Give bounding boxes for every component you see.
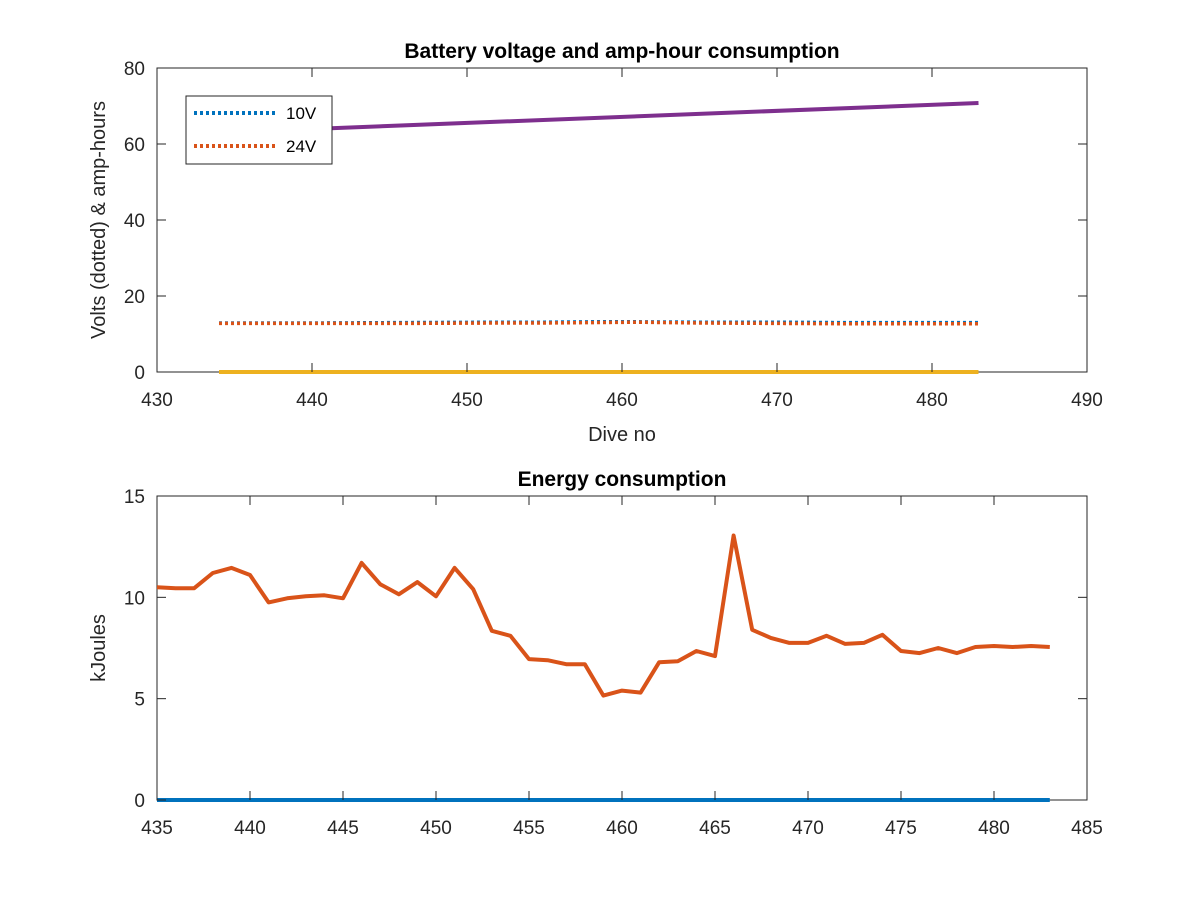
energy-chart-title: Energy consumption: [518, 468, 727, 491]
energy-chart-x-tick-label: 460: [606, 818, 638, 839]
voltage-chart-x-tick-label: 460: [606, 390, 638, 411]
voltage-chart-series: [218, 101, 979, 374]
voltage-chart-ticks: 430 440 450 460 470 480 490 0 20 40 60 80: [124, 59, 1103, 411]
voltage-chart-title: Battery voltage and amp-hour consumption: [404, 40, 839, 63]
legend-box: [185, 95, 333, 165]
voltage-chart-series-24v-line: [219, 320, 979, 326]
voltage-chart-y-tick-label: 20: [124, 287, 145, 308]
legend-label-24v: 24V: [286, 137, 317, 156]
voltage-chart-x-tick-label: 430: [141, 390, 173, 411]
energy-chart-axes-box: [156, 495, 1088, 801]
voltage-chart-x-tick-label: 470: [761, 390, 793, 411]
voltage-chart-y-tick-label: 0: [134, 363, 145, 384]
energy-chart-y-axis-label: kJoules: [88, 614, 110, 682]
energy-chart-y-tick-label: 0: [134, 791, 145, 812]
voltage-chart-x-axis-label: Dive no: [588, 424, 656, 446]
legend-label-10v: 10V: [286, 104, 317, 123]
energy-chart-x-tick-label: 480: [978, 818, 1010, 839]
energy-chart-series-1-line: [156, 533, 1050, 698]
energy-chart-ticks: 435 440 445 450 455 460 465 470 475 480 485 0 5 10 15: [124, 487, 1103, 839]
voltage-chart-x-tick-label: 440: [296, 390, 328, 411]
voltage-chart-y-tick-label: 60: [124, 135, 145, 156]
energy-chart-x-tick-label: 440: [234, 818, 266, 839]
energy-chart-x-tick-label: 455: [513, 818, 545, 839]
energy-chart-x-tick-label: 475: [885, 818, 917, 839]
energy-chart: 435 440 445 450 455 460 465 470 475 480 485051015 …: [88, 468, 1103, 839]
energy-chart-x-tick-label: 470: [792, 818, 824, 839]
energy-chart-y-tick-label: 5: [134, 690, 145, 711]
energy-chart-x-tick-label: 445: [327, 818, 359, 839]
energy-chart-y-tick-label: 10: [124, 588, 145, 609]
voltage-chart-x-tick-label: 490: [1071, 390, 1103, 411]
energy-chart-x-tick-label: 450: [420, 818, 452, 839]
energy-chart-x-tick-label: 465: [699, 818, 731, 839]
voltage-chart-x-tick-label: 450: [451, 390, 483, 411]
voltage-chart: 430 440 450 460 470 480 490 0 20 40 60 80 Battery v…: [88, 40, 1103, 446]
energy-chart-y-tick-label: 15: [124, 487, 145, 508]
voltage-chart-legend: 10V 24V: [185, 95, 333, 165]
voltage-chart-y-tick-label: 80: [124, 59, 145, 80]
energy-chart-x-tick-label: 485: [1071, 818, 1103, 839]
voltage-chart-series-3-line: [218, 101, 979, 135]
voltage-chart-y-axis-label: Volts (dotted) & amp-hours: [88, 101, 110, 339]
voltage-chart-y-tick-label: 40: [124, 211, 145, 232]
energy-chart-x-tick-label: 435: [141, 818, 173, 839]
voltage-chart-x-tick-label: 480: [916, 390, 948, 411]
